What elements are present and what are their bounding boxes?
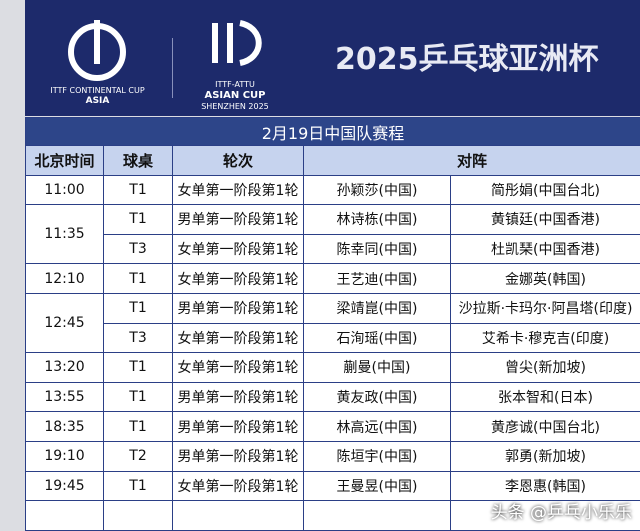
table-cell: T1	[104, 382, 173, 412]
player-cell: 石洵瑶(中国)	[304, 323, 451, 353]
table-cell: T2	[104, 441, 173, 471]
opponent-cell: 杜凯琹(中国香港)	[451, 234, 640, 264]
table-cell: T3	[104, 323, 173, 353]
table-cell: T1	[104, 264, 173, 294]
player-cell: 梁靖崑(中国)	[304, 293, 451, 323]
empty-cell	[304, 501, 451, 531]
opponent-cell: 黄彦诚(中国台北)	[451, 412, 640, 442]
round-cell: 男单第一阶段第1轮	[173, 205, 304, 235]
table-cell: T3	[104, 234, 173, 264]
player-cell: 蒯曼(中国)	[304, 353, 451, 383]
table-cell: T1	[104, 412, 173, 442]
time-cell: 12:45	[26, 293, 104, 352]
round-cell: 女单第一阶段第1轮	[173, 323, 304, 353]
column-header: 北京时间	[26, 146, 104, 176]
time-cell: 11:35	[26, 205, 104, 264]
table-title: 2月19日中国队赛程	[26, 118, 640, 146]
logo-text: ITTF-ATTU	[185, 80, 285, 89]
round-cell: 女单第一阶段第1轮	[173, 234, 304, 264]
empty-cell	[173, 501, 304, 531]
player-cell: 王曼昱(中国)	[304, 471, 451, 501]
opponent-cell: 李恩惠(韩国)	[451, 471, 640, 501]
opponent-cell: 简彤娟(中国台北)	[451, 175, 640, 205]
logo-mark	[65, 20, 185, 90]
player-cell: 陈幸同(中国)	[304, 234, 451, 264]
round-cell: 男单第一阶段第1轮	[173, 293, 304, 323]
opponent-cell: 张本智和(日本)	[451, 382, 640, 412]
opponent-cell: 沙拉斯·卡玛尔·阿昌塔(印度)	[451, 293, 640, 323]
round-cell: 男单第一阶段第1轮	[173, 441, 304, 471]
round-cell: 男单第一阶段第1轮	[173, 412, 304, 442]
time-cell: 13:20	[26, 353, 104, 383]
column-header: 球桌	[104, 146, 173, 176]
opponent-cell: 金娜英(韩国)	[451, 264, 640, 294]
player-cell: 孙颖莎(中国)	[304, 175, 451, 205]
logo-text: ASIAN CUP	[185, 90, 285, 101]
player-cell: 林高远(中国)	[304, 412, 451, 442]
player-cell: 黄友政(中国)	[304, 382, 451, 412]
logo-text: SHENZHEN 2025	[185, 102, 285, 111]
watermark: 头条 @乒乓小乐乐	[491, 498, 632, 523]
table-cell: T1	[104, 471, 173, 501]
time-cell: 19:10	[26, 441, 104, 471]
round-cell: 男单第一阶段第1轮	[173, 382, 304, 412]
logo-mark	[210, 18, 270, 78]
time-cell: 12:10	[26, 264, 104, 294]
table-cell: T1	[104, 175, 173, 205]
logo-text: ITTF CONTINENTAL CUP	[25, 86, 170, 95]
empty-cell	[104, 501, 173, 531]
time-cell: 11:00	[26, 175, 104, 205]
opponent-cell: 郭勇(新加坡)	[451, 441, 640, 471]
round-cell: 女单第一阶段第1轮	[173, 471, 304, 501]
empty-cell	[26, 501, 104, 531]
logo-text: ASIA	[25, 96, 170, 106]
column-header: 对阵	[304, 146, 640, 176]
table-cell: T1	[104, 353, 173, 383]
player-cell: 陈垣宇(中国)	[304, 441, 451, 471]
opponent-cell: 曾尖(新加坡)	[451, 353, 640, 383]
column-header: 轮次	[173, 146, 304, 176]
round-cell: 女单第一阶段第1轮	[173, 353, 304, 383]
banner: ITTF CONTINENTAL CUP ASIA ITTF-ATTU ASIA…	[25, 0, 640, 116]
time-cell: 19:45	[26, 471, 104, 501]
round-cell: 女单第一阶段第1轮	[173, 175, 304, 205]
opponent-cell: 艾希卡·穆克吉(印度)	[451, 323, 640, 353]
table-cell: T1	[104, 293, 173, 323]
time-cell: 18:35	[26, 412, 104, 442]
time-cell: 13:55	[26, 382, 104, 412]
player-cell: 王艺迪(中国)	[304, 264, 451, 294]
player-cell: 林诗栋(中国)	[304, 205, 451, 235]
divider	[172, 38, 173, 98]
opponent-cell: 黄镇廷(中国香港)	[451, 205, 640, 235]
table-cell: T1	[104, 205, 173, 235]
round-cell: 女单第一阶段第1轮	[173, 264, 304, 294]
title: 2025乒乓球亚洲杯	[335, 34, 599, 78]
